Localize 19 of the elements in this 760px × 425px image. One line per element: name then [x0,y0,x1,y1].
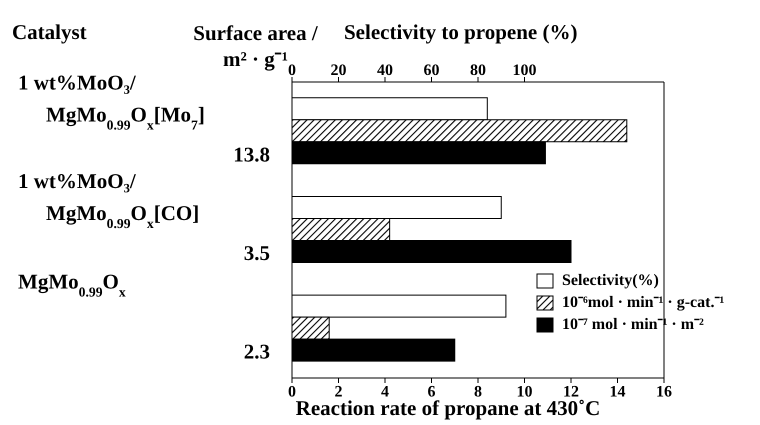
x-tick-label: 14 [610,383,626,400]
y-tick-label: 1 wt%MoO₃/MgMo$_{0.99}$O$_{x}$[CO] [18,169,200,230]
x-tick-label: 0 [288,383,296,400]
x2-tick-label: 80 [470,62,486,79]
text: 3.5 [244,241,270,265]
x2-tick-label: 0 [288,62,296,79]
text: 13.8 [233,142,270,166]
x2-tick-label: 100 [512,62,536,79]
y-tick-label: 1 wt%MoO₃/MgMo$_{0.99}$O$_{x}$[Mo$_{7}$] [18,70,205,132]
y-tick-label: MgMo$_{0.99}$O$_{x}$ [18,270,126,300]
x2-tick-label: 20 [330,62,346,79]
text: 2.3 [244,340,270,364]
y-axis-title: Catalyst [12,20,87,45]
x-tick-label: 16 [656,383,672,400]
x2-axis-title: Selectivity to propene (%) [344,20,578,45]
x2-tick-label: 40 [377,62,393,79]
legend-label: 10⁻⁶mol · min⁻¹ · g-cat.⁻¹ [562,293,724,313]
x2-tick-label: 60 [424,62,440,79]
legend-label: Selectivity(%) [562,271,659,291]
